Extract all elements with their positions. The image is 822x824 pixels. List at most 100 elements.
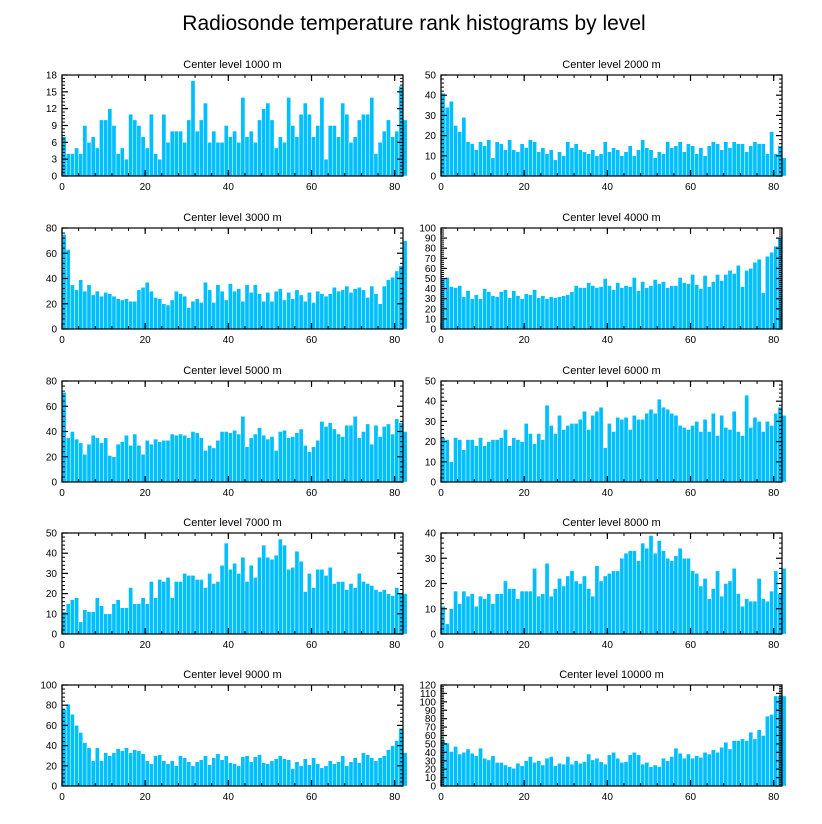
panel-9-y-tick-label: 100 [40, 681, 57, 692]
panel-2: Center level 2000 m 0 20 40 60 80 0 10 20 30 40 50 [425, 59, 787, 193]
panel-10-y-tick-label: 30 [425, 756, 437, 767]
panel-2-bar [582, 151, 587, 177]
panel-4-bar [765, 256, 770, 330]
panel-6-bar [440, 437, 446, 483]
panel-1-bar [115, 153, 121, 177]
panel-5-bar [124, 435, 129, 483]
panel-8-bar [578, 583, 583, 635]
panel-7-bar [348, 583, 354, 635]
panel-9-bar [327, 760, 333, 787]
panel-4-bar [557, 296, 562, 330]
panel-4-bar [565, 294, 571, 330]
panel-1-bar [161, 114, 167, 177]
panel-5-y-tick-label: 20 [46, 452, 58, 463]
panel-2-bar [474, 149, 479, 177]
panel-4-bar [582, 287, 587, 330]
panel-2-bar [444, 107, 450, 177]
panel-9-bar [319, 767, 325, 787]
panel-9-frame [61, 684, 404, 787]
panel-1-bar [248, 130, 254, 177]
panel-10-bar [648, 766, 654, 787]
panel-9-bar [352, 757, 358, 787]
panel-1-y-tick-label: 6 [51, 138, 57, 149]
panel-7-bar [86, 611, 92, 635]
panel-6-y-tick-label: 30 [425, 417, 437, 428]
panel-9-bar [361, 752, 366, 787]
panel-4-bar [573, 285, 579, 330]
panel-5-bar [178, 433, 183, 483]
panel-5-bar [336, 433, 341, 483]
panel-4-bar [723, 274, 729, 330]
panel-5-bar [269, 436, 275, 483]
panel-7-bar [269, 559, 275, 635]
panel-3-bar [194, 298, 200, 330]
panel-2-x-tick-label: 0 [438, 182, 444, 193]
panel-8-bar [565, 575, 571, 635]
panel-6-bar [723, 427, 729, 483]
panel-9-bar [381, 755, 387, 787]
panel-2-bar [652, 157, 658, 177]
panel-4-bar [673, 285, 679, 330]
panel-6-bar [781, 415, 787, 483]
panel-4-y-tick-label: 30 [425, 294, 437, 305]
panel-4-bar [607, 285, 612, 330]
panel-3-bar [140, 287, 146, 330]
panel-2-bar [482, 145, 487, 177]
panel-10-bar [731, 740, 737, 787]
panel-7-bar [307, 573, 312, 635]
panel-5-bar [373, 424, 379, 483]
panel-5-bar [90, 435, 96, 483]
panel-9-bar [315, 763, 321, 787]
panel-9-x-tick-label: 20 [140, 792, 152, 803]
panel-10-bar [507, 766, 512, 787]
panel-5: Center level 5000 m 0 20 40 60 80 0 20 40 60 80 [46, 365, 408, 499]
panel-8: Center level 8000 m 0 20 40 60 80 0 10 20 30 40 [425, 517, 787, 651]
panel-10-bar [586, 753, 591, 787]
panel-9-bar [153, 755, 158, 787]
panel-7-bar [95, 597, 100, 635]
panel-5-bar [82, 454, 88, 483]
panel-9-x-tick-label: 80 [389, 792, 401, 803]
panel-10-bar [528, 756, 533, 787]
panel-9-bar [74, 725, 79, 787]
panel-7-bar [90, 611, 96, 635]
panel-4-bar [440, 278, 446, 330]
panel-2-bar [536, 151, 542, 177]
panel-3-bar [361, 289, 366, 330]
panel-3-bar [344, 285, 350, 330]
panel-4-y-tick-label: 80 [425, 244, 437, 255]
panel-4-x-tick-label: 20 [519, 335, 531, 346]
panel-1: Center level 1000 m 0 20 40 60 80 0 3 6 9 12 15 18 [46, 59, 408, 193]
panel-7-bar [344, 589, 350, 635]
panel-6-bar [494, 439, 500, 483]
panel-8-bar [557, 578, 562, 635]
panel-4-bar [627, 286, 633, 330]
panel-4-bar [619, 287, 625, 330]
panel-1-bar [219, 142, 225, 177]
panel-2-bar [469, 143, 475, 177]
panel-3-bar [111, 295, 117, 330]
panel-2-bar [715, 143, 720, 177]
panel-9-bar [348, 761, 354, 787]
panel-3-bar [169, 299, 175, 330]
panel-9-bar [265, 763, 271, 787]
panel-5-bar [144, 440, 150, 483]
panel-8-bar [561, 585, 566, 635]
panel-7-bar [74, 597, 79, 635]
panel-10-bar [715, 752, 720, 787]
panel-4-bar [711, 281, 716, 330]
panel-6-bar [457, 439, 463, 483]
panel-1-bar [107, 108, 113, 177]
panel-6-bar [727, 429, 733, 483]
panel-2-bar [769, 131, 774, 177]
panel-7-bar [211, 583, 217, 635]
panel-1-bar [223, 125, 229, 177]
panel-2-bar [636, 149, 641, 177]
panel-8-bar [669, 560, 675, 635]
panel-10-bar [503, 764, 508, 787]
panel-5-bar [257, 427, 262, 483]
panel-7-bar [223, 542, 229, 635]
panel-6-bar [677, 425, 683, 483]
panel-9-bar [190, 765, 196, 787]
panel-2-x-tick-label: 80 [768, 182, 780, 193]
